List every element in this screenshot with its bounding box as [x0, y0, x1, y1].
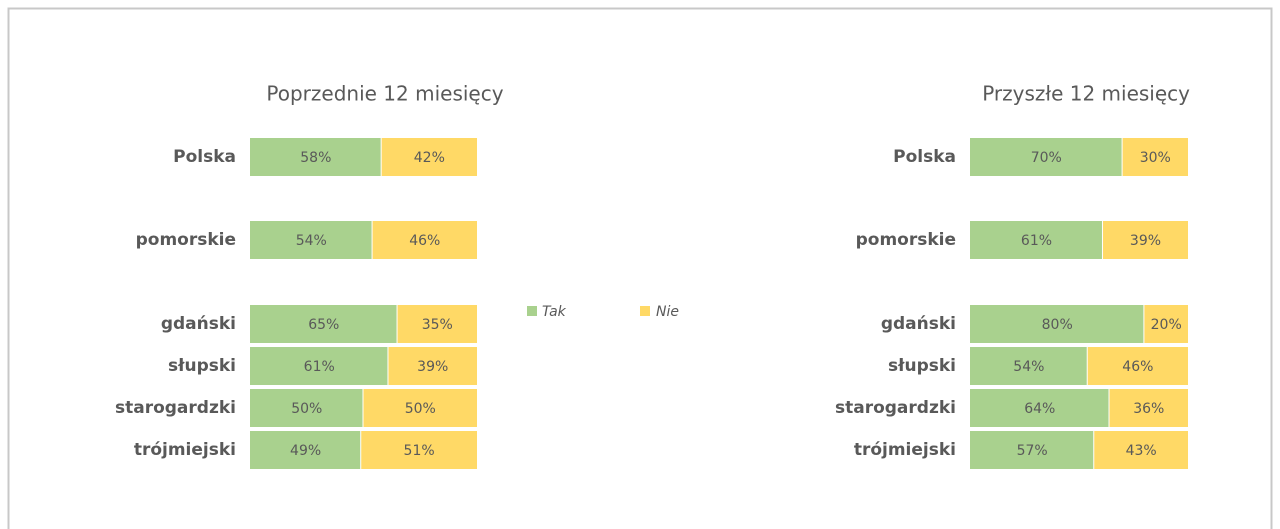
- bar-segment: [1094, 431, 1188, 469]
- category-label: pomorskie: [856, 230, 956, 250]
- value-label: 54%: [296, 233, 327, 249]
- value-label: 46%: [409, 233, 440, 249]
- frame: [7, 7, 1273, 529]
- value-label: 61%: [1021, 233, 1052, 249]
- bar-segment: [250, 347, 388, 385]
- category-label: słupski: [168, 356, 236, 376]
- category-label: gdański: [881, 314, 956, 334]
- legend-label: Nie: [656, 304, 679, 320]
- category-label: trójmiejski: [134, 440, 236, 460]
- value-label: 39%: [1130, 233, 1161, 249]
- bar-segment: [250, 138, 381, 176]
- value-label: 42%: [414, 150, 445, 166]
- bar-segment: [250, 389, 363, 427]
- value-label: 50%: [291, 401, 322, 417]
- bar-segment: [381, 138, 477, 176]
- chart-title: Przyszłe 12 miesięcy: [982, 82, 1190, 106]
- category-label: Polska: [893, 147, 956, 167]
- bar-segment: [970, 138, 1122, 176]
- bar-segment: [970, 389, 1109, 427]
- value-label: 36%: [1133, 401, 1164, 417]
- value-label: 35%: [422, 317, 453, 333]
- bar-segment: [388, 347, 477, 385]
- value-label: 49%: [290, 443, 321, 459]
- bar-segment: [1122, 138, 1188, 176]
- legend-swatch: [527, 306, 537, 316]
- legend-swatch: [640, 306, 650, 316]
- bar-segment: [970, 347, 1087, 385]
- value-label: 51%: [404, 443, 435, 459]
- bar-segment: [1109, 389, 1188, 427]
- value-label: 50%: [405, 401, 436, 417]
- category-label: słupski: [888, 356, 956, 376]
- value-label: 58%: [300, 150, 331, 166]
- category-label: Polska: [173, 147, 236, 167]
- bar-segment: [970, 431, 1094, 469]
- value-label: 39%: [417, 359, 448, 375]
- bar-segment: [1087, 347, 1188, 385]
- category-label: starogardzki: [115, 398, 236, 418]
- bar-segment: [1102, 221, 1188, 259]
- legend-label: Tak: [542, 304, 567, 320]
- value-label: 46%: [1122, 359, 1153, 375]
- category-label: trójmiejski: [854, 440, 956, 460]
- value-label: 64%: [1024, 401, 1055, 417]
- bar-segment: [363, 389, 477, 427]
- bar-segment: [361, 431, 477, 469]
- value-label: 65%: [308, 317, 339, 333]
- value-label: 57%: [1017, 443, 1048, 459]
- category-label: starogardzki: [835, 398, 956, 418]
- bar-segment: [250, 221, 372, 259]
- bar-segment: [397, 305, 477, 343]
- bar-segment: [250, 305, 397, 343]
- bar-segment: [250, 431, 361, 469]
- value-label: 54%: [1013, 359, 1044, 375]
- bar-segment: [970, 305, 1144, 343]
- chart-title: Poprzednie 12 miesięcy: [266, 82, 503, 106]
- value-label: 20%: [1151, 317, 1182, 333]
- bar-segment: [970, 221, 1102, 259]
- value-label: 30%: [1140, 150, 1171, 166]
- category-label: gdański: [161, 314, 236, 334]
- value-label: 70%: [1031, 150, 1062, 166]
- category-label: pomorskie: [136, 230, 236, 250]
- value-label: 80%: [1042, 317, 1073, 333]
- value-label: 43%: [1126, 443, 1157, 459]
- value-label: 61%: [304, 359, 335, 375]
- bar-segment: [1144, 305, 1188, 343]
- bar-segment: [372, 221, 477, 259]
